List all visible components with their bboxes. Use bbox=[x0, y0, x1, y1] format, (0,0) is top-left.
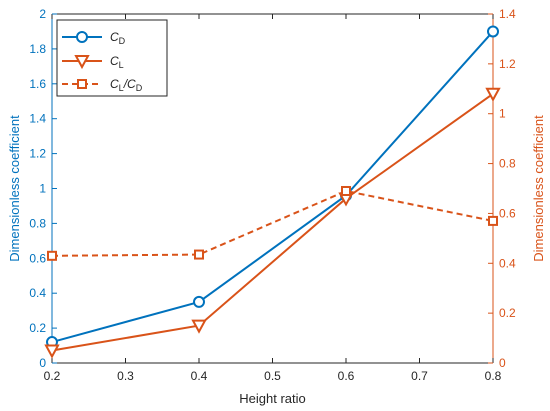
series-line-c-d bbox=[51, 30, 494, 344]
x-tick-label: 0.8 bbox=[485, 369, 502, 383]
y-left-tick-label: 1 bbox=[39, 182, 46, 196]
x-tick-label: 0.2 bbox=[44, 369, 61, 383]
y-left-tick-label: 2 bbox=[39, 7, 46, 21]
y-left-tick-label: 0.6 bbox=[29, 251, 46, 265]
y-right-tick-label: 0.4 bbox=[499, 256, 516, 270]
data-point-c-l-c-d bbox=[488, 215, 498, 226]
legend: CD CL CL/CD bbox=[56, 19, 168, 97]
series-line-c-l-c-d bbox=[51, 189, 494, 257]
legend-ratio-label: CL/CD bbox=[110, 77, 143, 93]
y-right-tick-label: 0.6 bbox=[499, 206, 516, 220]
x-tick-label: 0.6 bbox=[338, 369, 355, 383]
y-left-tick-label: 1.8 bbox=[29, 42, 46, 56]
y-right-tick-label: 1.4 bbox=[499, 7, 516, 21]
x-tick-label: 0.7 bbox=[411, 369, 428, 383]
y-left-tick-label: 0 bbox=[39, 356, 46, 370]
x-tick-label: 0.3 bbox=[117, 369, 134, 383]
y-left-tick-label: 1.4 bbox=[29, 112, 46, 126]
x-tick-label: 0.5 bbox=[264, 369, 281, 383]
y-axis-left-title: Dimensionless coefficient bbox=[7, 115, 22, 262]
y-right-tick-label: 1.2 bbox=[499, 57, 516, 71]
y-left-tick-label: 0.8 bbox=[29, 216, 46, 230]
data-point-c-d bbox=[193, 295, 205, 308]
y-right-tick-label: 0.8 bbox=[499, 157, 516, 171]
legend-cd-marker bbox=[76, 31, 88, 43]
legend-cl-marker bbox=[74, 55, 90, 70]
y-right-tick-label: 1 bbox=[499, 107, 506, 121]
y-right-tick-label: 0.2 bbox=[499, 306, 516, 320]
data-point-c-l bbox=[485, 87, 501, 102]
data-point-c-d bbox=[487, 25, 499, 38]
y-left-tick-label: 0.4 bbox=[29, 286, 46, 300]
y-left-tick-label: 0.2 bbox=[29, 321, 46, 335]
legend-cl-label: CL bbox=[110, 54, 124, 70]
y-left-tick-label: 1.6 bbox=[29, 77, 46, 91]
y-left-tick-label: 1.2 bbox=[29, 147, 46, 161]
series-layer bbox=[44, 25, 501, 359]
x-axis-title: Height ratio bbox=[239, 391, 305, 406]
x-tick-label: 0.4 bbox=[191, 369, 208, 383]
data-point-c-l bbox=[191, 319, 207, 334]
y-right-tick-label: 0 bbox=[499, 356, 506, 370]
data-point-c-l-c-d bbox=[194, 249, 204, 260]
data-point-c-l-c-d bbox=[47, 250, 57, 261]
data-point-c-l-c-d bbox=[341, 185, 351, 196]
legend-cd-label: CD bbox=[110, 30, 126, 46]
series-line-c-l bbox=[51, 92, 494, 352]
axes: 0.2 0.3 0.4 0.5 0.6 0.7 0.800.20.40.60.811.21.… bbox=[7, 7, 546, 406]
data-point-c-l bbox=[44, 344, 60, 359]
legend-ratio-marker bbox=[77, 79, 87, 89]
y-axis-right-title: Dimensionless coefficient bbox=[531, 115, 546, 262]
